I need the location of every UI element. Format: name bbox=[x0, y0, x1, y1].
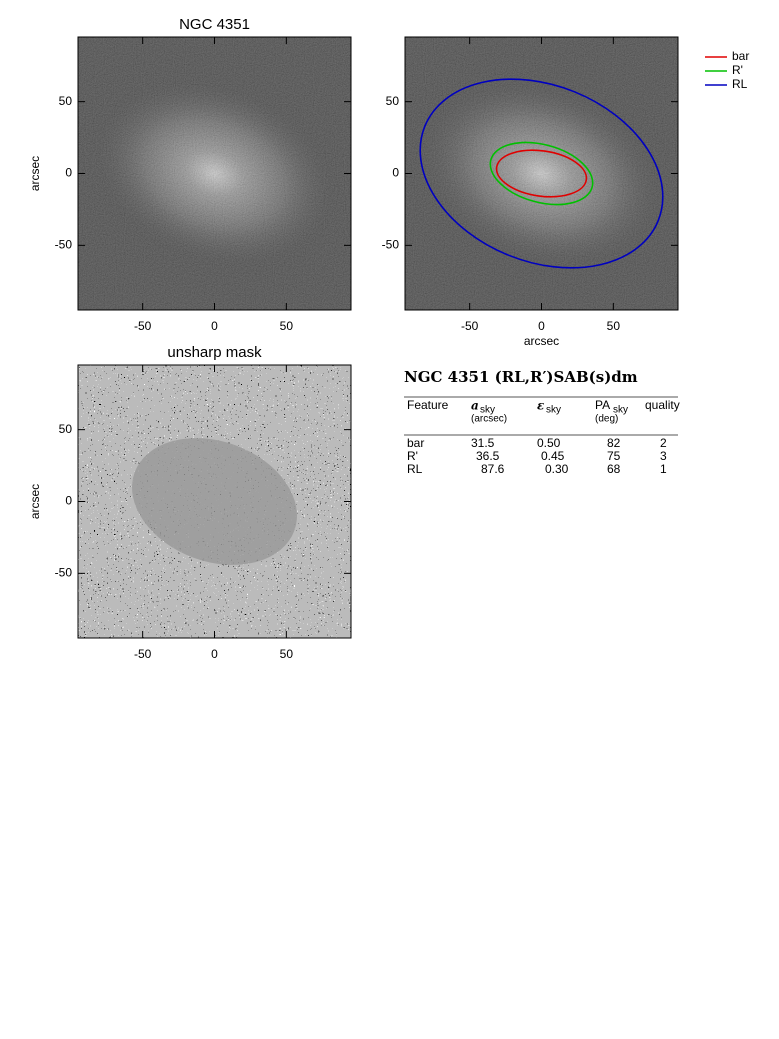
table-cell: 31.5 bbox=[471, 436, 495, 450]
x-tick-label: 0 bbox=[211, 319, 218, 333]
isophote-ellipse bbox=[495, 149, 588, 198]
table-cell: 75 bbox=[607, 449, 621, 463]
x-tick-label: 0 bbox=[211, 647, 218, 661]
galaxy-residual bbox=[132, 438, 297, 565]
table-cell: 0.30 bbox=[545, 462, 569, 476]
x-axis-label: arcsec bbox=[524, 334, 559, 348]
image-noise bbox=[78, 37, 351, 310]
column-header: PA bbox=[595, 398, 610, 412]
table-cell: bar bbox=[407, 436, 424, 450]
table-cell: 0.50 bbox=[537, 436, 561, 450]
image-noise bbox=[405, 37, 678, 310]
panel-title: unsharp mask bbox=[167, 344, 262, 361]
x-tick-label: -50 bbox=[134, 319, 152, 333]
x-tick-label: 0 bbox=[538, 319, 545, 333]
table-cell: 0.45 bbox=[541, 449, 565, 463]
y-tick-label: 0 bbox=[65, 494, 72, 508]
table-cell: RL bbox=[407, 462, 423, 476]
table-cell: 82 bbox=[607, 436, 621, 450]
y-tick-label: 50 bbox=[386, 94, 400, 108]
legend-label: R' bbox=[732, 63, 743, 77]
panel-title: NGC 4351 bbox=[179, 16, 250, 33]
y-tick-label: 0 bbox=[392, 166, 399, 180]
column-header: quality bbox=[645, 398, 680, 412]
column-subscript: sky bbox=[546, 405, 561, 416]
column-header: ε bbox=[537, 399, 545, 413]
table-cell: 3 bbox=[660, 449, 667, 463]
y-axis-label: arcsec bbox=[28, 484, 42, 519]
table-cell: 1 bbox=[660, 462, 667, 476]
column-unit: (deg) bbox=[595, 414, 618, 425]
table-cell: 68 bbox=[607, 462, 621, 476]
table-cell: 36.5 bbox=[476, 449, 500, 463]
table-cell: 87.6 bbox=[481, 462, 505, 476]
isophote-ellipse bbox=[419, 78, 664, 269]
y-tick-label: 0 bbox=[65, 166, 72, 180]
y-tick-label: -50 bbox=[55, 566, 73, 580]
y-axis-label: arcsec bbox=[28, 156, 42, 191]
table-title: NGC 4351 (RL,R′)SAB(s)dm bbox=[404, 368, 638, 386]
column-header: a bbox=[471, 399, 479, 413]
column-subscript: sky bbox=[480, 405, 495, 416]
x-tick-label: 50 bbox=[280, 319, 294, 333]
column-subscript: sky bbox=[613, 405, 628, 416]
table-cell: 2 bbox=[660, 436, 667, 450]
x-tick-label: 50 bbox=[607, 319, 621, 333]
y-tick-label: 50 bbox=[59, 422, 73, 436]
y-tick-label: 50 bbox=[59, 94, 73, 108]
table-cell: R' bbox=[407, 449, 418, 463]
column-unit: (arcsec) bbox=[471, 414, 507, 425]
y-tick-label: -50 bbox=[55, 238, 73, 252]
isophote-ellipse bbox=[489, 141, 594, 206]
y-tick-label: -50 bbox=[382, 238, 400, 252]
column-header: Feature bbox=[407, 398, 449, 412]
x-tick-label: -50 bbox=[461, 319, 479, 333]
legend-label: bar bbox=[732, 49, 749, 63]
x-tick-label: 50 bbox=[280, 647, 294, 661]
x-tick-label: -50 bbox=[134, 647, 152, 661]
legend-label: RL bbox=[732, 77, 748, 91]
